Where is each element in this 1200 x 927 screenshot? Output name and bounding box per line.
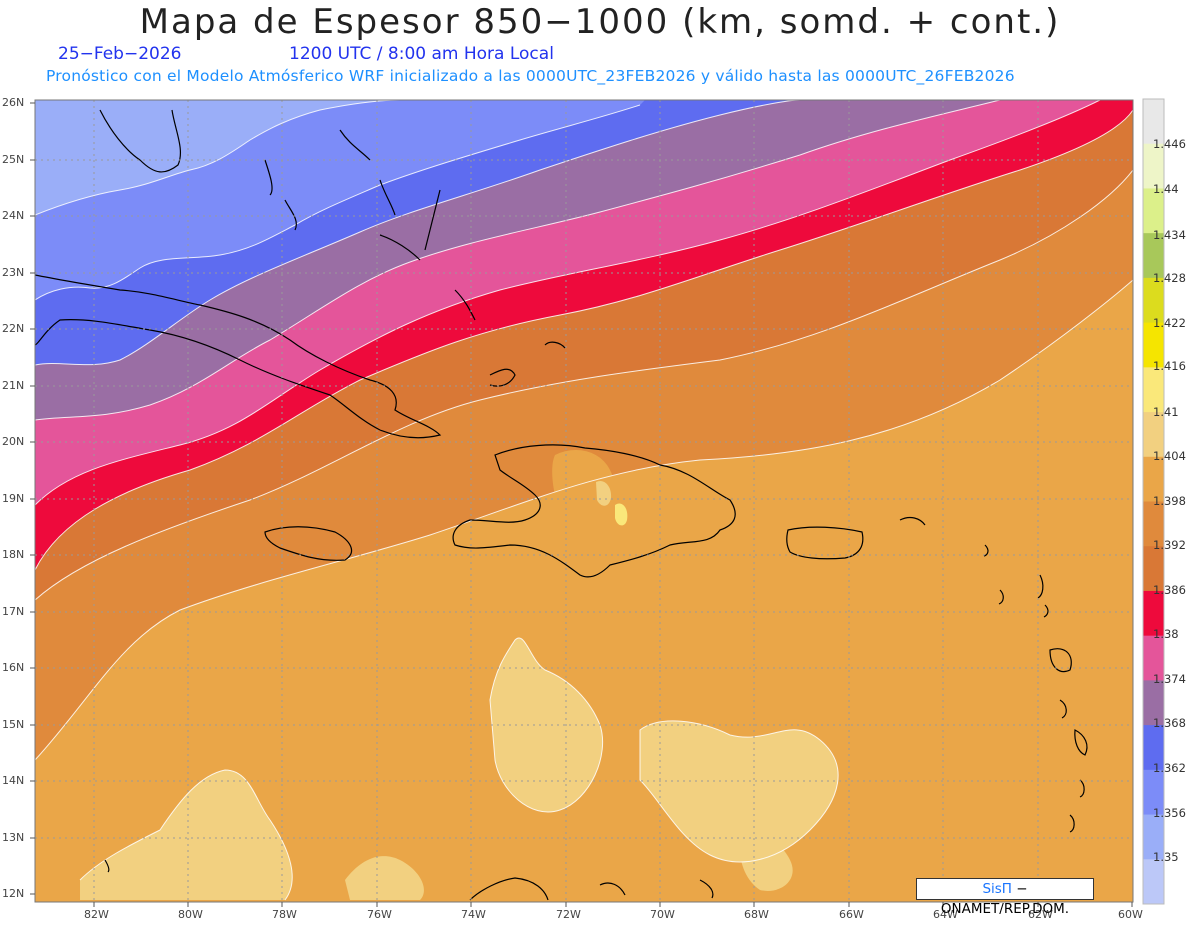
lon-label-76w: 76W: [367, 908, 392, 921]
lat-label-20n: 20N: [2, 435, 25, 448]
lon-label-60w: 60W: [1118, 908, 1143, 921]
colorbar-label: 1.416: [1153, 359, 1186, 373]
lat-label-13n: 13N: [2, 831, 25, 844]
lat-label-19n: 19N: [2, 492, 25, 505]
lon-label-72w: 72W: [556, 908, 581, 921]
lon-label-66w: 66W: [839, 908, 864, 921]
lat-lon-grid: [35, 100, 1133, 902]
credit-text: − ONAMET/REP.DOM.: [940, 881, 1070, 917]
lon-label-80w: 80W: [178, 908, 203, 921]
colorbar-segment: [1143, 501, 1164, 547]
colorbar-label: 1.422: [1153, 316, 1186, 330]
colorbar-label: 1.392: [1153, 538, 1186, 552]
colorbar-segment: [1143, 456, 1164, 502]
map-frame: [34, 99, 1134, 903]
colorbar-segment: [1143, 412, 1164, 458]
credit-box: SisΠ − ONAMET/REP.DOM.: [916, 878, 1094, 917]
colorbar-label: 1.428: [1153, 271, 1186, 285]
colorbar-label: 1.35: [1153, 850, 1179, 864]
axis-ticks: [30, 102, 1133, 907]
colorbar-label: 1.398: [1153, 494, 1186, 508]
valid-date: 25−Feb−2026: [58, 44, 182, 64]
colorbar-label: 1.362: [1153, 761, 1186, 775]
coastlines: [35, 109, 1088, 901]
colorbar-label: 1.368: [1153, 716, 1186, 730]
colorbar-segment: [1143, 188, 1164, 234]
colorbar-segment: [1143, 277, 1164, 324]
shaded-thickness-field: [35, 100, 1133, 902]
lat-label-21n: 21N: [2, 379, 25, 392]
lat-label-22n: 22N: [2, 322, 25, 335]
credit-brand: SisΠ: [982, 881, 1012, 897]
colorbar-segment: [1143, 635, 1164, 681]
colorbar-label: 1.356: [1153, 806, 1186, 820]
colorbar-label: 1.374: [1153, 672, 1186, 686]
colorbar-label: 1.404: [1153, 449, 1186, 463]
colorbar-segment: [1143, 769, 1164, 816]
lat-label-26n: 26N: [2, 96, 25, 109]
lat-label-25n: 25N: [2, 153, 25, 166]
colorbar-segment: [1143, 143, 1164, 189]
lon-label-74w: 74W: [461, 908, 486, 921]
colorbar-segment: [1143, 99, 1164, 145]
colorbar-segment: [1143, 233, 1164, 279]
map-title: Mapa de Espesor 850−1000 (km, somd. + co…: [139, 2, 1061, 42]
colorbar-label: 1.386: [1153, 583, 1186, 597]
lat-label-18n: 18N: [2, 548, 25, 561]
lat-label-17n: 17N: [2, 605, 25, 618]
colorbar-segment: [1143, 367, 1164, 413]
colorbar-frame: [1142, 98, 1165, 905]
lat-label-12n: 12N: [2, 887, 25, 900]
colorbar-segment: [1143, 725, 1164, 771]
colorbar-segment: [1143, 859, 1164, 905]
lat-label-24n: 24N: [2, 209, 25, 222]
colorbar-segment: [1143, 814, 1164, 860]
colorbar-label: 1.41: [1153, 405, 1179, 419]
lon-label-82w: 82W: [84, 908, 109, 921]
lon-label-68w: 68W: [744, 908, 769, 921]
colorbar-segment: [1143, 590, 1164, 637]
colorbar-label: 1.38: [1153, 627, 1179, 641]
lat-label-14n: 14N: [2, 774, 25, 787]
colorbar-segment: [1143, 322, 1164, 368]
colorbar-label: 1.446: [1153, 137, 1186, 151]
valid-time: 1200 UTC / 8:00 am Hora Local: [289, 44, 554, 64]
forecast-info: Pronóstico con el Modelo Atmósferico WRF…: [46, 67, 1015, 85]
colorbar-segment: [1143, 680, 1164, 726]
colorbar-label: 1.434: [1153, 228, 1186, 242]
lat-label-23n: 23N: [2, 266, 25, 279]
lat-label-15n: 15N: [2, 718, 25, 731]
colorbar-label: 1.44: [1153, 182, 1179, 196]
lon-label-70w: 70W: [650, 908, 675, 921]
thickness-contours: [35, 100, 1133, 901]
lon-label-78w: 78W: [272, 908, 297, 921]
colorbar-segment: [1143, 546, 1164, 592]
lon-label-62w: 62W: [1028, 908, 1053, 921]
colorbar: [1142, 98, 1165, 905]
lat-label-16n: 16N: [2, 661, 25, 674]
lon-label-64w: 64W: [933, 908, 958, 921]
